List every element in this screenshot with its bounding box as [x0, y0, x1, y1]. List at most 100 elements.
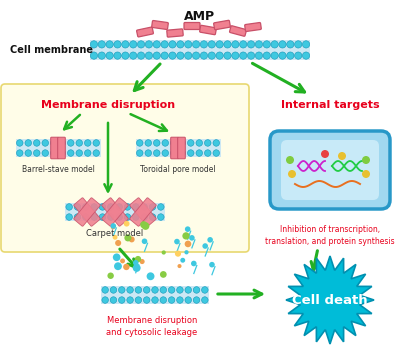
Circle shape — [127, 297, 133, 303]
Circle shape — [185, 226, 190, 232]
Circle shape — [153, 52, 160, 59]
Circle shape — [362, 170, 370, 178]
Circle shape — [90, 52, 98, 59]
Circle shape — [161, 52, 168, 59]
Circle shape — [140, 259, 145, 264]
Circle shape — [232, 52, 239, 59]
Circle shape — [192, 52, 200, 59]
Circle shape — [66, 214, 72, 220]
Circle shape — [182, 232, 190, 240]
Circle shape — [122, 41, 129, 48]
Circle shape — [135, 256, 141, 262]
Circle shape — [113, 235, 118, 240]
Circle shape — [42, 150, 48, 156]
Circle shape — [209, 262, 215, 267]
FancyBboxPatch shape — [178, 137, 185, 159]
Circle shape — [76, 150, 82, 156]
Circle shape — [255, 52, 262, 59]
Circle shape — [102, 287, 108, 293]
Circle shape — [294, 41, 302, 48]
Circle shape — [188, 150, 194, 156]
Circle shape — [288, 170, 296, 178]
Circle shape — [141, 214, 148, 220]
Circle shape — [116, 214, 122, 220]
Text: Cell death: Cell death — [292, 293, 368, 307]
FancyBboxPatch shape — [137, 27, 153, 37]
Bar — [16, 139, 100, 157]
Text: Carpet model: Carpet model — [86, 229, 144, 238]
Circle shape — [124, 221, 130, 227]
Circle shape — [34, 150, 40, 156]
Circle shape — [184, 41, 192, 48]
FancyBboxPatch shape — [51, 137, 58, 159]
Circle shape — [177, 41, 184, 48]
FancyBboxPatch shape — [245, 22, 261, 31]
Circle shape — [279, 41, 286, 48]
FancyBboxPatch shape — [200, 25, 216, 35]
Circle shape — [98, 41, 106, 48]
Circle shape — [255, 41, 262, 48]
Circle shape — [169, 41, 176, 48]
Text: Membrane disruption
and cytosolic leakage: Membrane disruption and cytosolic leakag… — [106, 316, 198, 337]
Circle shape — [142, 238, 147, 244]
FancyBboxPatch shape — [74, 198, 100, 226]
Circle shape — [279, 52, 286, 59]
Circle shape — [196, 150, 202, 156]
Circle shape — [129, 236, 135, 242]
Circle shape — [208, 52, 216, 59]
Circle shape — [170, 150, 177, 156]
Circle shape — [216, 41, 223, 48]
Circle shape — [42, 140, 48, 146]
Circle shape — [93, 140, 100, 146]
Circle shape — [152, 287, 158, 293]
Circle shape — [248, 52, 255, 59]
Circle shape — [142, 222, 150, 230]
Circle shape — [154, 150, 160, 156]
Circle shape — [362, 156, 370, 164]
Circle shape — [108, 214, 114, 220]
Circle shape — [132, 204, 139, 210]
Circle shape — [193, 297, 200, 303]
Circle shape — [50, 140, 57, 146]
Circle shape — [162, 150, 168, 156]
Circle shape — [302, 41, 310, 48]
Circle shape — [110, 223, 116, 229]
Circle shape — [130, 41, 137, 48]
Circle shape — [25, 150, 32, 156]
Circle shape — [149, 214, 156, 220]
Circle shape — [169, 52, 176, 59]
Circle shape — [184, 52, 192, 59]
Circle shape — [136, 140, 143, 146]
FancyBboxPatch shape — [130, 198, 156, 226]
Circle shape — [179, 150, 186, 156]
Circle shape — [138, 41, 145, 48]
Polygon shape — [286, 256, 374, 344]
FancyBboxPatch shape — [102, 198, 128, 226]
Circle shape — [204, 150, 211, 156]
Circle shape — [224, 52, 231, 59]
Circle shape — [232, 41, 239, 48]
Circle shape — [141, 204, 148, 210]
Circle shape — [168, 297, 175, 303]
FancyBboxPatch shape — [184, 22, 200, 30]
Circle shape — [213, 140, 220, 146]
Circle shape — [145, 140, 152, 146]
Circle shape — [118, 297, 125, 303]
Circle shape — [200, 52, 208, 59]
Circle shape — [200, 41, 208, 48]
Circle shape — [91, 214, 98, 220]
FancyBboxPatch shape — [230, 26, 246, 36]
Circle shape — [175, 251, 181, 257]
Circle shape — [174, 239, 180, 245]
Circle shape — [162, 140, 168, 146]
Circle shape — [240, 52, 247, 59]
Text: AMP: AMP — [184, 10, 216, 23]
Circle shape — [170, 140, 177, 146]
Circle shape — [59, 140, 66, 146]
Circle shape — [240, 41, 247, 48]
Circle shape — [115, 240, 121, 246]
FancyBboxPatch shape — [74, 198, 100, 226]
Circle shape — [76, 140, 82, 146]
Circle shape — [118, 287, 125, 293]
Circle shape — [216, 52, 223, 59]
